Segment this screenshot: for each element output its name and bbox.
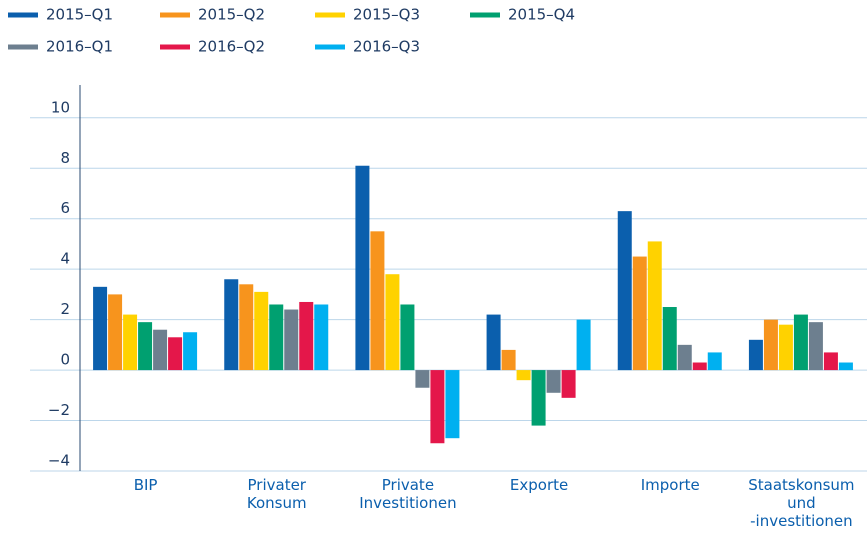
- legend-label: 2015–Q1: [46, 6, 113, 24]
- bar: [561, 370, 576, 398]
- y-tick-label: 6: [60, 199, 70, 217]
- bar: [138, 322, 153, 371]
- bar: [269, 304, 284, 371]
- legend-label: 2015–Q3: [353, 6, 420, 24]
- y-tick-label: −4: [48, 452, 70, 470]
- bar: [531, 370, 546, 426]
- legend-label: 2016–Q1: [46, 38, 113, 56]
- bar: [415, 370, 430, 388]
- bar: [748, 339, 763, 371]
- y-tick-label: −2: [48, 401, 70, 419]
- bar: [239, 284, 254, 371]
- bar: [284, 309, 299, 371]
- bar: [707, 352, 722, 371]
- bar: [445, 370, 460, 439]
- bar: [168, 337, 183, 371]
- bar: [617, 211, 632, 371]
- legend-label: 2015–Q2: [198, 6, 265, 24]
- bar: [793, 314, 808, 371]
- bar: [355, 165, 370, 371]
- bar: [400, 304, 415, 371]
- bar: [314, 304, 329, 371]
- bar: [823, 352, 838, 371]
- x-tick-label: BIP: [133, 476, 158, 494]
- bar: [370, 231, 385, 371]
- y-tick-label: 2: [60, 300, 70, 318]
- bar: [576, 319, 591, 371]
- bar: [778, 324, 793, 371]
- bar: [516, 370, 531, 381]
- bar: [692, 362, 707, 371]
- y-tick-label: 4: [60, 250, 70, 268]
- legend-label: 2016–Q2: [198, 38, 265, 56]
- bar: [123, 314, 138, 371]
- x-tick-label: Importe: [640, 476, 700, 494]
- bar: [224, 279, 239, 371]
- legend-label: 2015–Q4: [508, 6, 575, 24]
- bar: [838, 362, 853, 371]
- bar: [299, 301, 314, 371]
- bar: [385, 274, 400, 371]
- bar: [486, 314, 501, 371]
- bar: [662, 307, 677, 371]
- bar: [546, 370, 561, 393]
- bar: [93, 286, 108, 371]
- y-tick-label: 8: [60, 149, 70, 167]
- x-tick-label: Private Investitionen: [359, 476, 457, 512]
- bar: [183, 332, 198, 371]
- y-tick-label: 0: [60, 351, 70, 369]
- x-tick-label: Exporte: [509, 476, 569, 494]
- bar: [763, 319, 778, 371]
- bar: [153, 329, 168, 371]
- bar: [632, 256, 647, 371]
- bar: [677, 344, 692, 371]
- x-tick-label: Staatskonsum und -investitionen: [748, 476, 855, 530]
- legend-label: 2016–Q3: [353, 38, 420, 56]
- bar: [254, 291, 269, 371]
- y-tick-label: 10: [51, 98, 70, 116]
- bar: [430, 370, 445, 444]
- bar: [501, 349, 516, 371]
- bar: [808, 322, 823, 371]
- x-tick-label: Privater Konsum: [246, 476, 307, 512]
- bar: [108, 294, 123, 371]
- bar: [647, 241, 662, 371]
